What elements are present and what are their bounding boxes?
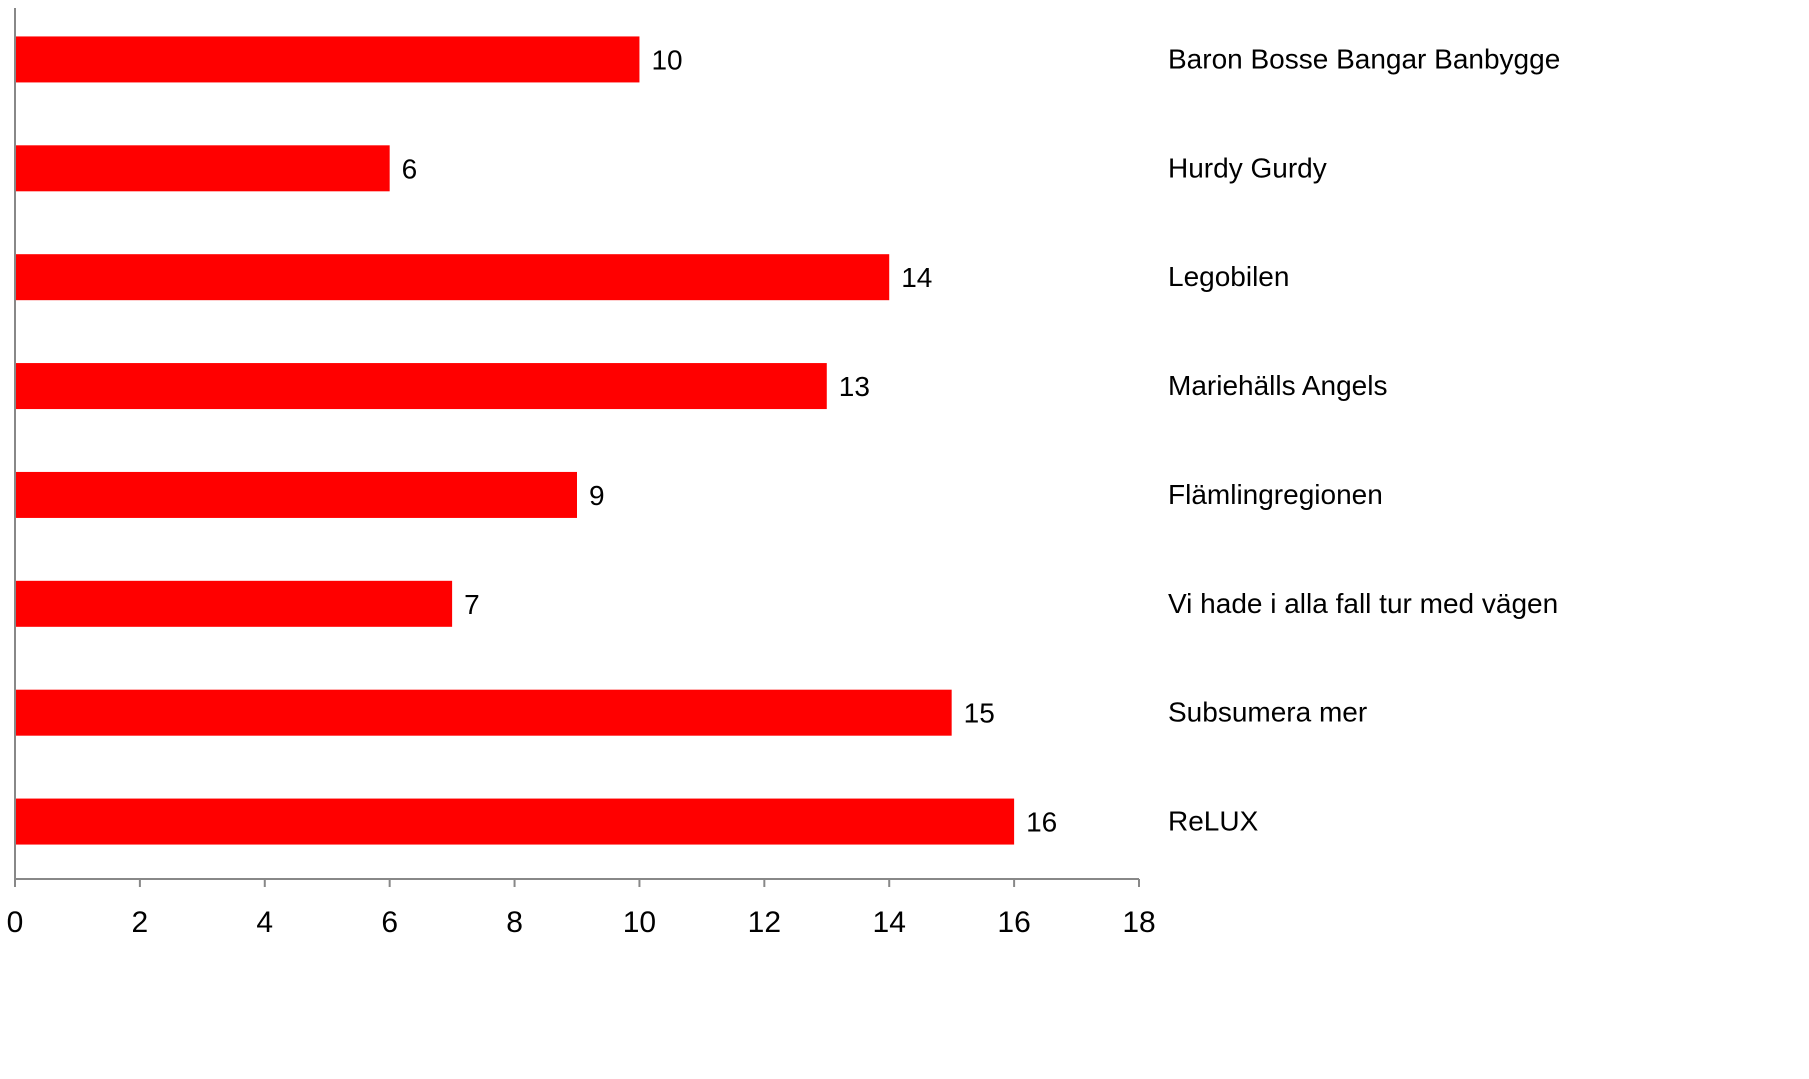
bar bbox=[16, 254, 890, 301]
category-labels-group: Baron Bosse Bangar Banbygge Hurdy Gurdy Le… bbox=[1168, 43, 1560, 836]
bar bbox=[16, 363, 827, 410]
bar bbox=[16, 36, 640, 83]
x-tick-label: 16 bbox=[997, 906, 1030, 939]
x-tick-label: 0 bbox=[7, 906, 24, 939]
category-label: Vi hade i alla fall tur med vägen bbox=[1168, 588, 1558, 619]
x-tick-label: 8 bbox=[506, 906, 523, 939]
data-label: 14 bbox=[901, 262, 932, 293]
data-label: 9 bbox=[589, 480, 605, 511]
bar bbox=[16, 689, 952, 736]
x-tick-label: 12 bbox=[748, 906, 781, 939]
x-tick-label: 10 bbox=[623, 906, 656, 939]
x-tick-label: 6 bbox=[381, 906, 398, 939]
category-label: Hurdy Gurdy bbox=[1168, 152, 1327, 183]
category-label: Flämlingregionen bbox=[1168, 479, 1383, 510]
bar bbox=[16, 145, 390, 192]
x-ticks-group: 0 2 4 6 8 10 12 14 16 18 bbox=[7, 879, 1156, 939]
bar bbox=[16, 798, 1015, 845]
x-tick-label: 4 bbox=[256, 906, 273, 939]
data-labels-group: 10 6 14 13 9 7 15 16 bbox=[402, 44, 1058, 837]
x-tick-label: 14 bbox=[873, 906, 906, 939]
category-label: Baron Bosse Bangar Banbygge bbox=[1168, 43, 1560, 74]
data-label: 6 bbox=[402, 153, 418, 184]
x-tick-label: 2 bbox=[132, 906, 149, 939]
category-label: Mariehälls Angels bbox=[1168, 370, 1387, 401]
data-label: 7 bbox=[464, 589, 480, 620]
data-label: 16 bbox=[1026, 807, 1057, 838]
data-label: 10 bbox=[651, 44, 682, 75]
data-label: 15 bbox=[964, 698, 995, 729]
bar bbox=[16, 580, 453, 627]
category-label: ReLUX bbox=[1168, 806, 1259, 837]
category-label: Legobilen bbox=[1168, 261, 1289, 292]
category-label: Subsumera mer bbox=[1168, 697, 1367, 728]
data-label: 13 bbox=[839, 371, 870, 402]
bars-group bbox=[16, 36, 1015, 845]
bar bbox=[16, 471, 577, 518]
x-tick-label: 18 bbox=[1122, 906, 1155, 939]
